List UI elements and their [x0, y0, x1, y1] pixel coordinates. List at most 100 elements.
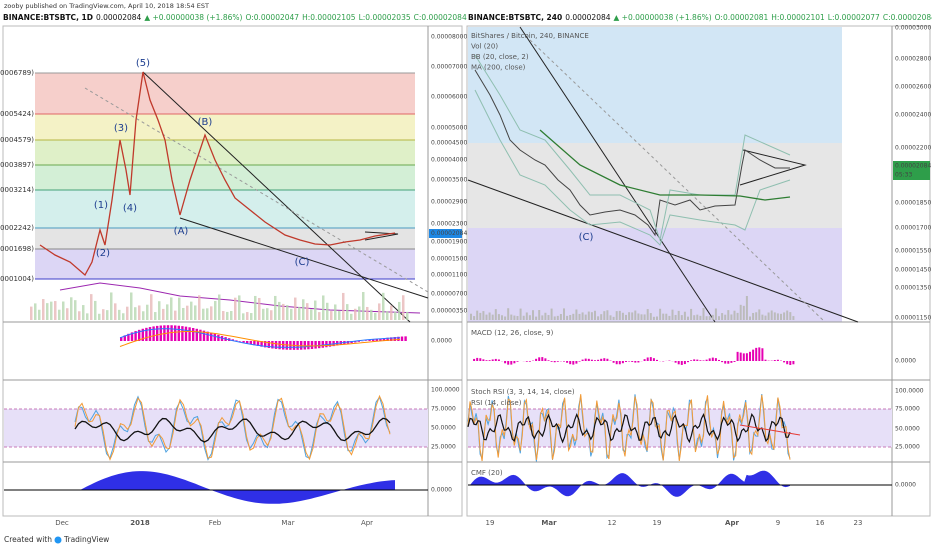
volume-bar	[702, 308, 705, 320]
volume-bar	[476, 310, 479, 320]
macd-bar	[181, 326, 184, 341]
volume-bar	[154, 312, 157, 320]
macd-bar	[535, 358, 538, 361]
symbol-info: BINANCE:BTSBTC, 240 0.00002084 ▲ +0.000000…	[468, 13, 932, 22]
brand-icon	[54, 536, 62, 544]
macd-bar	[792, 361, 795, 365]
volume-bar	[792, 316, 795, 320]
volume-bar	[733, 310, 736, 320]
volume-bar	[182, 307, 185, 320]
indicator-label: MACD (12, 26, close, 9)	[471, 329, 554, 337]
macd-bar	[600, 358, 603, 361]
volume-bar	[615, 311, 618, 320]
macd-bar	[156, 325, 159, 341]
macd-bar	[159, 325, 162, 341]
time-tick: 16	[816, 519, 825, 527]
volume-bar	[230, 310, 233, 320]
macd-bar	[192, 328, 195, 341]
macd-bar	[690, 360, 693, 361]
macd-bar	[127, 333, 130, 341]
right-zones	[468, 27, 842, 322]
fib-label: 0.5(0.00003897)	[0, 161, 34, 169]
volume-bar	[665, 313, 668, 320]
volume-bar	[70, 297, 73, 320]
volume-bar	[575, 309, 578, 320]
macd-bar	[206, 331, 209, 341]
volume-bar	[238, 295, 241, 320]
macd-bar	[325, 341, 328, 348]
volume-bar	[504, 316, 507, 320]
macd-bar	[736, 351, 739, 361]
volume-bar	[612, 316, 615, 320]
legend-item: MA (200, close)	[471, 64, 526, 72]
volume-bar	[674, 314, 677, 320]
macd-bar	[547, 360, 550, 361]
symbol-high: H:0.00002101	[771, 13, 825, 22]
macd-bar	[544, 358, 547, 361]
volume-bar	[628, 312, 631, 320]
volume-bar	[770, 310, 773, 320]
macd-bar	[199, 329, 202, 341]
fib-label: 0.382(0.00004579)	[0, 136, 34, 144]
price-tick: 0.00001550	[895, 248, 931, 255]
volume-bar	[66, 308, 69, 320]
macd-bar	[321, 341, 324, 348]
volume-bar	[158, 301, 161, 320]
macd-bar	[708, 358, 711, 361]
macd-bar	[572, 361, 575, 365]
macd-bar	[217, 334, 220, 341]
volume-bar	[773, 312, 776, 320]
volume-bar	[366, 306, 369, 320]
rsi-tick: 75.0000	[895, 406, 920, 413]
macd-bar	[528, 361, 531, 362]
volume-bar	[86, 313, 89, 320]
volume-bar	[535, 316, 538, 320]
volume-bar	[210, 306, 213, 320]
macd-bar	[649, 357, 652, 361]
volume-bar	[254, 295, 257, 320]
macd-bar	[213, 333, 216, 341]
price-tick: 0.00000700	[431, 291, 467, 298]
volume-bar	[170, 297, 173, 320]
volume-bar	[609, 315, 612, 320]
volume-bar	[621, 312, 624, 320]
volume-bar	[780, 313, 782, 320]
price-tick: 0.00001700	[895, 225, 931, 232]
macd-bar	[357, 341, 360, 342]
countdown: 05:33	[895, 172, 912, 179]
volume-bar	[102, 309, 105, 320]
volume-bar	[310, 309, 313, 320]
volume-bar	[218, 294, 221, 320]
volume-bar	[46, 303, 49, 320]
rsi-tick: 75.0000	[431, 406, 456, 413]
volume-bar	[749, 316, 751, 320]
macd-tick: 0.0000	[895, 358, 916, 365]
macd-bar	[755, 347, 758, 361]
macd-bar	[368, 340, 371, 341]
macd-bar	[372, 339, 375, 341]
volume-bar	[390, 305, 393, 320]
volume-bar	[643, 314, 646, 320]
time-tick: Dec	[55, 519, 69, 527]
macd-tick: 0.0000	[431, 338, 452, 345]
rsi-tick: 100.0000	[431, 387, 460, 394]
volume-bar	[94, 300, 97, 320]
volume-bar	[350, 313, 353, 320]
macd-bar	[195, 328, 198, 341]
price-tick: 0.00002300	[431, 221, 467, 228]
macd-bar	[553, 361, 556, 363]
volume-bar	[696, 314, 699, 320]
volume-bar	[234, 297, 237, 320]
price-tick: 0.00007000	[431, 64, 467, 71]
macd-bar	[603, 358, 606, 361]
macd-bar	[612, 361, 615, 363]
macd-bar	[494, 358, 497, 361]
cmf-area	[80, 471, 395, 504]
time-tick: Mar	[541, 519, 557, 527]
volume-bar	[166, 304, 169, 320]
macd-bar	[761, 348, 764, 361]
macd-bar	[643, 359, 646, 361]
legend-item: BB (20, close, 2)	[471, 53, 529, 61]
fib-label: 0.236(0.00005424)	[0, 110, 34, 118]
macd-bar	[578, 361, 581, 362]
